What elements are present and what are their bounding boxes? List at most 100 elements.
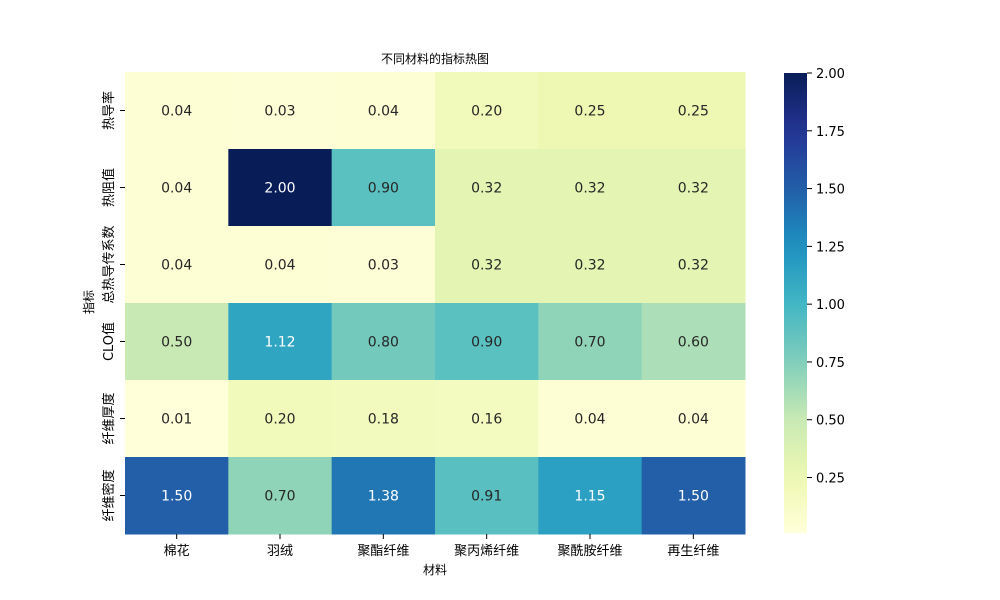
heatmap-cell	[125, 226, 229, 304]
x-tick-label: 聚酰胺纤维	[557, 544, 622, 559]
heatmap-cells: 0.04 0.03 0.04 0.20 0.25 0.25 0.04 2.00 0.90 0.32…	[125, 72, 746, 535]
cell-value-label: 0.03	[368, 258, 399, 274]
cell-value-label: 0.18	[368, 412, 399, 428]
heatmap-cell	[538, 226, 643, 304]
cell-value-label: 0.25	[574, 104, 605, 120]
cell-value-label: 0.04	[678, 412, 709, 428]
cell-value-label: 0.04	[574, 412, 605, 428]
cell-value-label: 0.32	[574, 258, 605, 274]
heatmap-cell	[331, 226, 436, 304]
heatmap-cell	[125, 72, 229, 150]
colorbar-tick-label: 0.25	[816, 472, 845, 487]
cell-value-label: 1.12	[264, 335, 295, 351]
heatmap-cell	[228, 149, 333, 227]
cell-value-label: 2.00	[264, 181, 295, 197]
cell-value-label: 1.50	[161, 489, 192, 505]
cell-value-label: 0.04	[161, 104, 192, 120]
cell-value-label: 0.91	[471, 489, 502, 505]
colorbar-tick-label: 2.00	[816, 67, 845, 82]
cell-value-label: 0.20	[471, 104, 502, 120]
cell-value-label: 0.32	[574, 181, 605, 197]
y-tick-label: 热导率	[101, 91, 117, 130]
heatmap-cell	[435, 380, 539, 458]
heatmap-cell	[228, 380, 333, 458]
cell-value-label: 0.16	[471, 412, 502, 428]
cell-value-label: 0.70	[574, 335, 605, 351]
heatmap-cell	[125, 380, 229, 458]
heatmap-cell	[125, 457, 229, 535]
y-tick-label: 纤维厚度	[101, 392, 117, 444]
heatmap-cell	[435, 457, 539, 535]
heatmap-cell	[125, 149, 229, 227]
heatmap-cell	[331, 380, 436, 458]
x-tick-label: 羽绒	[267, 544, 293, 559]
heatmap-cell	[641, 72, 746, 150]
heatmap-cell	[331, 303, 436, 381]
cell-value-label: 0.25	[678, 104, 709, 120]
heatmap-cell	[435, 226, 539, 304]
cell-value-label: 0.32	[678, 181, 709, 197]
heatmap-cell	[538, 303, 643, 381]
heatmap-cell	[538, 149, 643, 227]
colorbar: 0.25 0.50 0.75 1.00 1.25 1.50 1.75 2.00	[784, 67, 845, 533]
heatmap-cell	[641, 457, 746, 535]
cell-value-label: 0.60	[678, 335, 709, 351]
cell-value-label: 0.04	[161, 258, 192, 274]
cell-value-label: 0.04	[264, 258, 295, 274]
heatmap-cell	[228, 457, 333, 535]
colorbar-tick-label: 0.50	[816, 414, 845, 429]
colorbar-tick-label: 1.00	[816, 298, 845, 313]
cell-value-label: 0.80	[368, 335, 399, 351]
heatmap-cell	[435, 303, 539, 381]
colorbar-tick-label: 1.75	[816, 125, 845, 140]
heatmap-cell	[538, 72, 643, 150]
heatmap-cell	[331, 457, 436, 535]
colorbar-gradient	[784, 73, 807, 533]
heatmap-cell	[228, 226, 333, 304]
x-tick-label: 聚丙烯纤维	[454, 544, 519, 559]
heatmap-cell	[331, 149, 436, 227]
chart-title: 不同材料的指标热图	[381, 51, 489, 66]
heatmap-cell	[228, 72, 333, 150]
heatmap-cell	[641, 303, 746, 381]
heatmap-cell	[228, 303, 333, 381]
cell-value-label: 0.32	[471, 181, 502, 197]
cell-value-label: 0.90	[471, 335, 502, 351]
heatmap-cell	[538, 380, 643, 458]
x-axis-label: 材料	[423, 563, 447, 577]
cell-value-label: 0.70	[264, 489, 295, 505]
heatmap-cell	[641, 380, 746, 458]
heatmap-cell	[435, 72, 539, 150]
cell-value-label: 0.04	[161, 181, 192, 197]
cell-value-label: 0.32	[678, 258, 709, 274]
heatmap-cell	[538, 457, 643, 535]
cell-value-label: 1.50	[678, 489, 709, 505]
y-tick-label: 纤维密度	[101, 469, 117, 521]
cell-value-label: 0.20	[264, 412, 295, 428]
heatmap-cell	[331, 72, 436, 150]
cell-value-label: 1.15	[574, 489, 605, 505]
x-tick-label: 棉花	[164, 543, 190, 559]
cell-value-label: 0.50	[161, 335, 192, 351]
heatmap-cell	[641, 226, 746, 304]
y-axis-label: 指标	[81, 290, 96, 314]
colorbar-tick-label: 0.75	[816, 356, 845, 371]
x-tick-label: 再生纤维	[667, 544, 719, 559]
x-tick-label: 聚酯纤维	[357, 544, 409, 559]
heatmap-cell	[435, 149, 539, 227]
cell-value-label: 0.01	[161, 412, 192, 428]
heatmap-cell	[125, 303, 229, 381]
heatmap-cell	[641, 149, 746, 227]
y-tick-label: 总热导传系数	[102, 225, 117, 303]
colorbar-tick-label: 1.50	[816, 183, 845, 198]
cell-value-label: 0.90	[368, 181, 399, 197]
cell-value-label: 1.38	[368, 489, 399, 505]
cell-value-label: 0.32	[471, 258, 502, 274]
colorbar-tick-label: 1.25	[816, 240, 845, 255]
y-tick-label: 热阻值	[101, 168, 117, 207]
cell-value-label: 0.03	[264, 104, 295, 120]
y-tick-label: CLO值	[101, 322, 117, 361]
cell-value-label: 0.04	[368, 104, 399, 120]
